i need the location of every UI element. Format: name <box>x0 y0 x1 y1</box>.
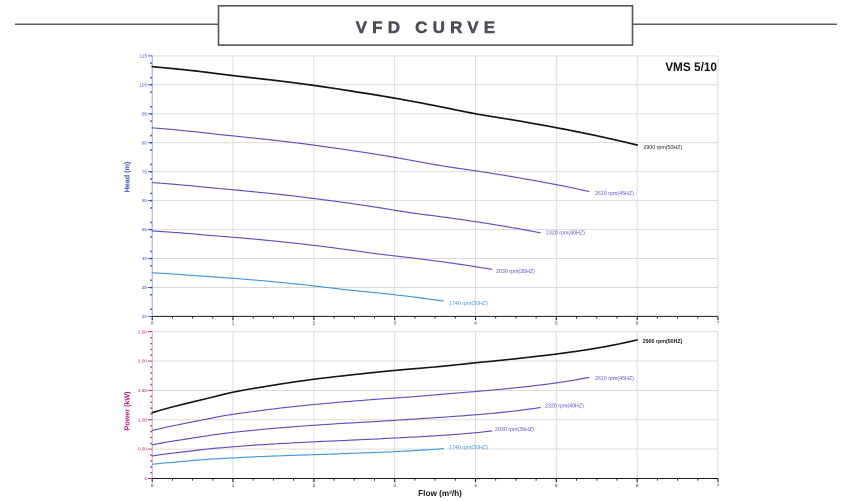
svg-text:VMS 5/10: VMS 5/10 <box>665 60 717 74</box>
svg-text:1: 1 <box>232 321 235 326</box>
svg-text:75: 75 <box>142 169 148 174</box>
svg-text:1740 rpm(30HZ): 1740 rpm(30HZ) <box>449 301 488 307</box>
svg-text:2030 rpm(35HZ): 2030 rpm(35HZ) <box>496 269 535 275</box>
svg-text:45: 45 <box>142 256 148 261</box>
svg-text:2320 rpm(40HZ): 2320 rpm(40HZ) <box>546 230 585 236</box>
svg-text:2: 2 <box>313 483 316 488</box>
svg-text:115: 115 <box>140 54 148 59</box>
svg-text:5: 5 <box>555 321 558 326</box>
svg-text:5: 5 <box>555 483 558 488</box>
svg-text:2: 2 <box>313 321 316 326</box>
svg-text:65: 65 <box>142 198 148 203</box>
svg-text:1740 rpm(30HZ): 1740 rpm(30HZ) <box>449 445 488 451</box>
svg-text:6: 6 <box>636 483 639 488</box>
svg-text:0: 0 <box>151 483 154 488</box>
svg-text:1: 1 <box>232 483 235 488</box>
svg-text:6: 6 <box>636 321 639 326</box>
svg-text:2610 rpm(45HZ): 2610 rpm(45HZ) <box>595 376 634 382</box>
svg-text:4: 4 <box>474 483 477 488</box>
svg-text:35: 35 <box>142 285 148 290</box>
svg-text:VFD CURVE: VFD CURVE <box>356 18 501 37</box>
svg-text:Head (m): Head (m) <box>123 161 132 192</box>
svg-text:7: 7 <box>717 321 720 326</box>
svg-text:3: 3 <box>393 321 396 326</box>
svg-text:2.50: 2.50 <box>138 329 147 334</box>
svg-text:3: 3 <box>393 483 396 488</box>
svg-text:95: 95 <box>142 111 148 116</box>
svg-text:7: 7 <box>717 483 720 488</box>
svg-text:0: 0 <box>144 476 147 481</box>
svg-text:2900 rpm(50HZ): 2900 rpm(50HZ) <box>643 339 683 345</box>
svg-text:2900 rpm(50HZ): 2900 rpm(50HZ) <box>643 145 682 151</box>
svg-text:2.00: 2.00 <box>138 359 147 364</box>
svg-text:1.00: 1.00 <box>138 417 147 422</box>
svg-text:0: 0 <box>151 321 154 326</box>
svg-text:4: 4 <box>474 321 477 326</box>
svg-text:Power (kW): Power (kW) <box>123 391 132 431</box>
svg-text:25: 25 <box>142 314 148 319</box>
svg-text:Flow (m³/h): Flow (m³/h) <box>418 489 462 498</box>
svg-text:1.50: 1.50 <box>138 388 147 393</box>
svg-text:2320 rpm(40HZ): 2320 rpm(40HZ) <box>545 403 584 409</box>
svg-text:2610 rpm(45HZ): 2610 rpm(45HZ) <box>595 191 634 197</box>
svg-text:55: 55 <box>142 227 148 232</box>
svg-text:85: 85 <box>142 140 148 145</box>
svg-text:105: 105 <box>139 82 147 87</box>
svg-text:2030 rpm(35HZ): 2030 rpm(35HZ) <box>495 427 534 433</box>
svg-text:0.50: 0.50 <box>138 447 147 452</box>
